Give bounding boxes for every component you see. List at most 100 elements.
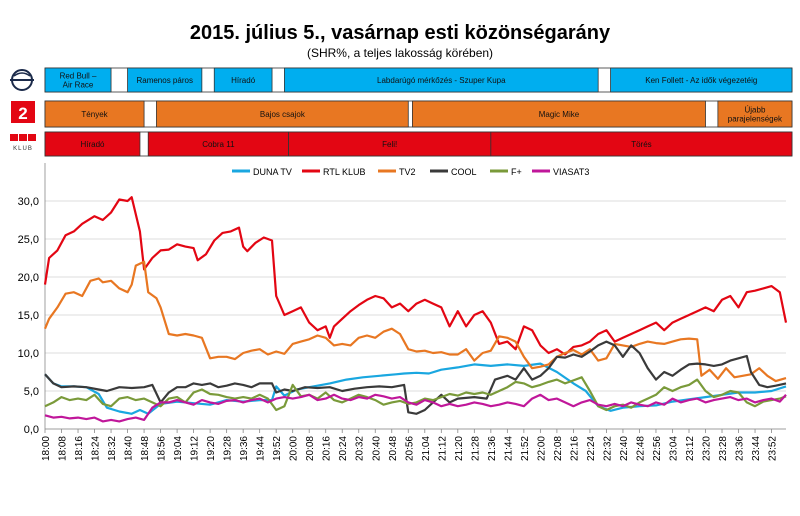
program-block: Red Bull – Air Race	[44, 67, 112, 93]
chart-legend: DUNA TV RTL KLUB TV2 COOL F+ VIASAT3	[232, 167, 589, 177]
legend-label: VIASAT3	[553, 167, 589, 177]
y-tick-label: 30,0	[18, 196, 39, 208]
program-label: Feli!	[382, 140, 397, 149]
program-block: Újabb parajelenségek	[717, 100, 793, 128]
program-block: Ken Follett - Az idők végezetéig	[610, 67, 793, 93]
program-block-bar	[127, 67, 203, 93]
program-block: Ramenos páros	[127, 67, 203, 93]
x-tick-label: 23:52	[768, 436, 779, 461]
legend-item-cool: COOL	[430, 167, 477, 177]
rtl-klub-logo-icon: KLUB	[10, 134, 36, 152]
y-tick-label: 20,0	[18, 272, 39, 284]
y-tick-label: 25,0	[18, 234, 39, 246]
x-tick-label: 18:32	[107, 436, 118, 461]
x-tick-label: 18:16	[74, 436, 85, 461]
program-block-bar	[490, 131, 793, 157]
schedule-row-tv2: Tények Bajos csajok Magic Mike Újabb parajel…	[44, 100, 793, 128]
x-tick-label: 20:00	[289, 436, 300, 461]
program-block-bar	[147, 131, 289, 157]
x-tick-label: 22:40	[619, 436, 630, 461]
legend-label: F+	[511, 167, 522, 177]
x-tick-label: 22:56	[652, 436, 663, 461]
y-tick-label: 0,0	[24, 424, 39, 436]
x-tick-label: 18:00	[41, 436, 52, 461]
x-tick-label: 18:56	[157, 436, 168, 461]
x-tick-label: 18:48	[140, 436, 151, 461]
x-tick-label: 20:48	[388, 436, 399, 461]
schedule-strips: Red Bull – Air Race Ramenos páros Híradó Lab…	[44, 67, 793, 157]
legend-label: RTL KLUB	[323, 167, 366, 177]
program-block: Híradó	[44, 131, 141, 157]
x-tick-label: 20:24	[338, 436, 349, 461]
channel-logos: 2 KLUB	[10, 69, 36, 152]
legend-item-duna-tv: DUNA TV	[232, 167, 292, 177]
program-label: Újabb parajelenségek	[728, 106, 783, 124]
program-block-bar	[156, 100, 409, 128]
schedule-row-rtl-klub: Híradó Cobra 11 Feli! Törés	[44, 131, 793, 157]
x-tick-label: 20:16	[322, 436, 333, 461]
x-tick-label: 19:36	[239, 436, 250, 461]
program-block: Bajos csajok	[156, 100, 409, 128]
program-block-bar	[213, 67, 273, 93]
x-tick-label: 23:36	[735, 436, 746, 461]
legend-label: COOL	[451, 167, 477, 177]
series-tv2	[43, 260, 787, 383]
program-block-bar	[284, 67, 599, 93]
series-line	[43, 196, 788, 356]
x-tick-label: 19:28	[223, 436, 234, 461]
x-tick-label: 20:40	[371, 436, 382, 461]
program-block-bar	[412, 100, 706, 128]
x-tick-label: 19:44	[256, 436, 267, 461]
x-tick-label: 23:28	[718, 436, 729, 461]
tv2-logo-icon: 2	[11, 101, 35, 123]
x-tick-label: 22:24	[586, 436, 597, 461]
duna-tv-logo-icon	[10, 69, 34, 91]
legend-label: DUNA TV	[253, 167, 292, 177]
program-label: Ken Follett - Az idők végezetéig	[645, 76, 757, 85]
x-tick-label: 18:08	[58, 436, 69, 461]
series-rtl-klub	[43, 196, 788, 356]
program-block-bar	[44, 100, 145, 128]
x-tick-label: 21:20	[454, 436, 465, 461]
program-block: Magic Mike	[412, 100, 706, 128]
x-tick-label: 21:44	[503, 436, 514, 461]
program-label: Törés	[631, 140, 651, 149]
program-block-bar	[717, 100, 793, 128]
series-lines	[43, 196, 788, 423]
svg-text:KLUB: KLUB	[13, 146, 33, 152]
svg-text:2: 2	[18, 104, 27, 123]
x-tick-label: 23:20	[702, 436, 713, 461]
program-block: Törés	[490, 131, 793, 157]
x-tick-label: 20:32	[355, 436, 366, 461]
axes: 0,0 5,0 10,0 15,0 20,0 25,0 30,0 18:00 18:08 18:1…	[18, 163, 786, 461]
x-tick-label: 20:56	[404, 436, 415, 461]
program-block: Feli!	[288, 131, 492, 157]
x-tick-label: 18:24	[91, 436, 102, 461]
program-label: Bajos csajok	[260, 110, 306, 119]
program-block-bar	[610, 67, 793, 93]
program-label: Ramenos páros	[136, 76, 192, 85]
x-tick-label: 21:28	[470, 436, 481, 461]
legend-item-tv2: TV2	[378, 167, 416, 177]
chart-subtitle: (SHR%, a teljes lakosság körében)	[306, 46, 494, 60]
program-block-bar	[44, 131, 141, 157]
x-tick-label: 19:12	[190, 436, 201, 461]
program-label: Cobra 11	[202, 140, 235, 149]
program-label: Magic Mike	[539, 110, 580, 119]
legend-item-viasat3: VIASAT3	[532, 167, 589, 177]
x-tick-label: 21:04	[421, 436, 432, 461]
x-tick-label: 21:36	[487, 436, 498, 461]
schedule-row-duna-tv: Red Bull – Air Race Ramenos páros Híradó Lab…	[44, 67, 793, 93]
y-tick-label: 10,0	[18, 348, 39, 360]
x-tick-label: 21:52	[520, 436, 531, 461]
series-viasat3	[44, 393, 787, 423]
x-tick-label: 22:00	[536, 436, 547, 461]
x-tick-label: 23:44	[751, 436, 762, 461]
program-label: Tények	[81, 110, 108, 119]
program-label: Híradó	[231, 76, 256, 85]
legend-item-f-: F+	[490, 167, 522, 177]
program-block: Híradó	[213, 67, 273, 93]
chart-title: 2015. július 5., vasárnap esti közönséga…	[189, 22, 611, 44]
x-tick-label: 19:04	[173, 436, 184, 461]
series-line	[44, 376, 787, 412]
